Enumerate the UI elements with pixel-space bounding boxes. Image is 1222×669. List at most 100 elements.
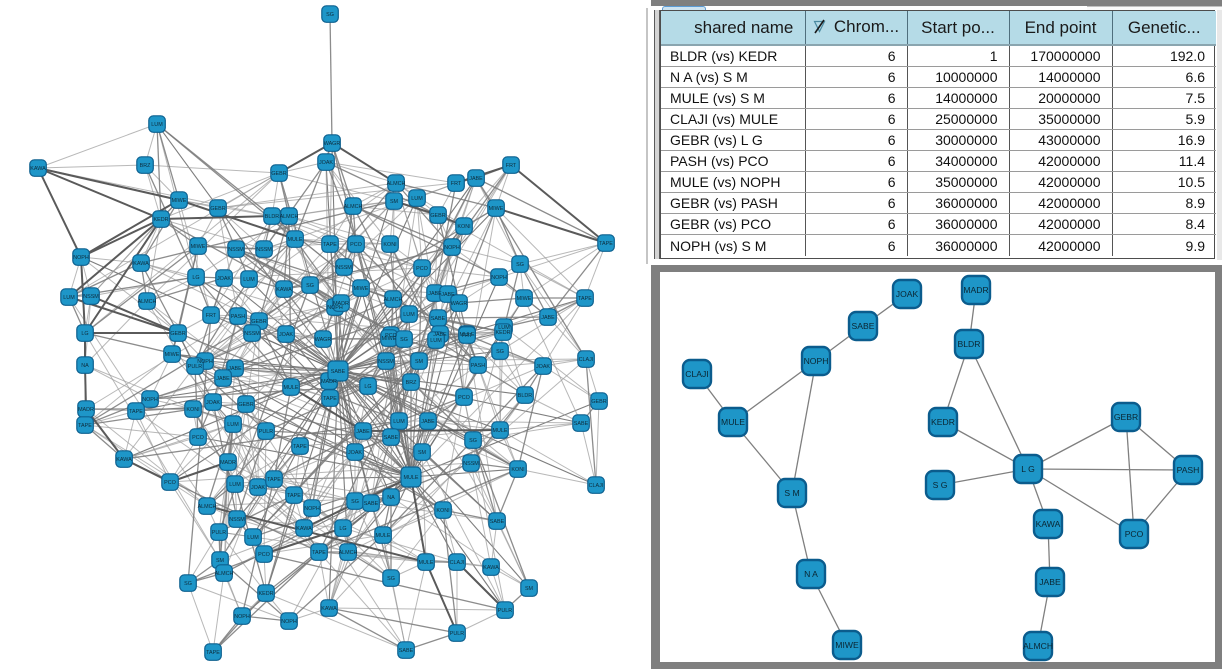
svg-text:KEDR: KEDR [259,591,274,597]
svg-text:NSSM: NSSM [228,247,244,253]
svg-text:CLAJI: CLAJI [450,560,465,566]
svg-text:JABE: JABE [469,176,483,182]
svg-text:SG: SG [184,581,192,587]
svg-text:JOAK: JOAK [206,400,220,406]
svg-text:LUM: LUM [498,325,510,331]
svg-text:TAPE: TAPE [578,296,592,302]
svg-text:ALMCH: ALMCH [339,550,358,556]
svg-text:SABE: SABE [384,435,399,441]
svg-text:MIWE: MIWE [354,286,369,292]
svg-text:TAPE: TAPE [267,477,281,483]
svg-text:JABE: JABE [433,332,447,338]
svg-text:NSSM: NSSM [378,359,394,365]
svg-text:PCO: PCO [458,395,470,401]
svg-text:JOAK: JOAK [251,485,265,491]
svg-text:LUM: LUM [430,338,442,344]
svg-text:KAWA: KAWA [1036,519,1061,529]
svg-text:SM: SM [525,586,534,592]
svg-text:LUM: LUM [63,295,75,301]
svg-text:CLAJI: CLAJI [589,483,604,489]
svg-text:PASH: PASH [471,363,485,369]
svg-text:ALMCH: ALMCH [344,204,363,210]
svg-text:ALMCH: ALMCH [138,299,157,305]
svg-text:LUM: LUM [411,196,423,202]
svg-text:NOPH: NOPH [804,356,829,366]
svg-text:MULE: MULE [404,475,419,481]
svg-text:GEBR: GEBR [1114,412,1138,422]
svg-text:TAPE: TAPE [323,242,337,248]
svg-text:NOPH: NOPH [444,245,460,251]
svg-text:GEBR: GEBR [271,171,286,177]
svg-text:TAPE: TAPE [293,444,307,450]
svg-text:PULR: PULR [212,530,226,536]
svg-text:SABE: SABE [852,321,875,331]
svg-text:NA: NA [387,495,395,501]
svg-text:MIWE: MIWE [172,198,187,204]
svg-text:LG: LG [192,275,199,281]
svg-text:LG: LG [81,331,88,337]
svg-text:MADR: MADR [333,301,349,307]
svg-text:TAPE: TAPE [78,423,92,429]
svg-text:JABE: JABE [1039,577,1061,587]
svg-text:PASH: PASH [231,314,245,320]
svg-text:SG: SG [326,12,334,18]
svg-text:LUM: LUM [403,312,415,318]
svg-text:KONI: KONI [383,242,396,248]
svg-text:NSSM: NSSM [83,294,99,300]
svg-text:SM: SM [415,359,424,365]
svg-text:LG: LG [364,384,371,390]
svg-text:L G: L G [1021,464,1035,474]
svg-text:MULE: MULE [721,417,745,427]
svg-text:SG: SG [496,349,504,355]
svg-text:JABE: JABE [441,292,455,298]
svg-text:SG: SG [400,337,408,343]
svg-text:SG: SG [516,262,524,268]
svg-text:NSSM: NSSM [229,517,245,523]
svg-text:ALMCH: ALMCH [280,214,299,220]
svg-text:KONI: KONI [511,467,524,473]
svg-text:SG: SG [469,438,477,444]
svg-text:PCO: PCO [1125,529,1144,539]
svg-text:GEBR: GEBR [251,319,266,325]
svg-text:LUM: LUM [151,122,163,128]
svg-text:LG: LG [339,526,346,532]
svg-text:MIWE: MIWE [517,296,532,302]
svg-text:PCO: PCO [416,266,428,272]
svg-text:TAPE: TAPE [206,650,220,656]
svg-text:KAWA: KAWA [276,287,292,293]
svg-text:SABE: SABE [399,648,414,654]
svg-text:KAWA: KAWA [321,606,337,612]
svg-text:MULE: MULE [376,533,391,539]
svg-text:PULR: PULR [498,608,512,614]
svg-text:NOPH: NOPH [142,397,158,403]
svg-text:CLAJI: CLAJI [685,369,708,379]
svg-text:JABE: JABE [356,429,370,435]
svg-text:PULR: PULR [259,429,273,435]
svg-text:LUM: LUM [243,277,255,283]
svg-text:ALMCH: ALMCH [198,504,217,510]
svg-text:NSSM: NSSM [256,247,272,253]
svg-text:FRT: FRT [206,313,217,319]
svg-text:PCO: PCO [385,333,397,339]
svg-text:NSSM: NSSM [244,331,260,337]
svg-text:TAPE: TAPE [599,241,613,247]
svg-text:S G: S G [933,480,948,490]
svg-text:TAPE: TAPE [323,396,337,402]
svg-text:TAPE: TAPE [129,409,143,415]
svg-text:MIWE: MIWE [191,244,206,250]
svg-text:MIWE: MIWE [165,352,180,358]
svg-text:NOPH: NOPH [197,359,213,365]
svg-text:BRZ: BRZ [406,380,417,386]
svg-text:ALMCH: ALMCH [384,297,403,303]
svg-text:SABE: SABE [331,369,346,375]
svg-text:MULE: MULE [493,428,508,434]
svg-text:PCO: PCO [192,435,204,441]
svg-text:KEDR: KEDR [496,330,511,336]
svg-text:KONI: KONI [436,508,449,514]
svg-text:MIWE: MIWE [382,336,397,342]
svg-text:LUM: LUM [229,482,241,488]
svg-text:ALMCH: ALMCH [1023,641,1053,651]
svg-text:SABE: SABE [574,421,589,427]
svg-text:SG: SG [306,283,314,289]
svg-text:KAWA: KAWA [133,261,149,267]
